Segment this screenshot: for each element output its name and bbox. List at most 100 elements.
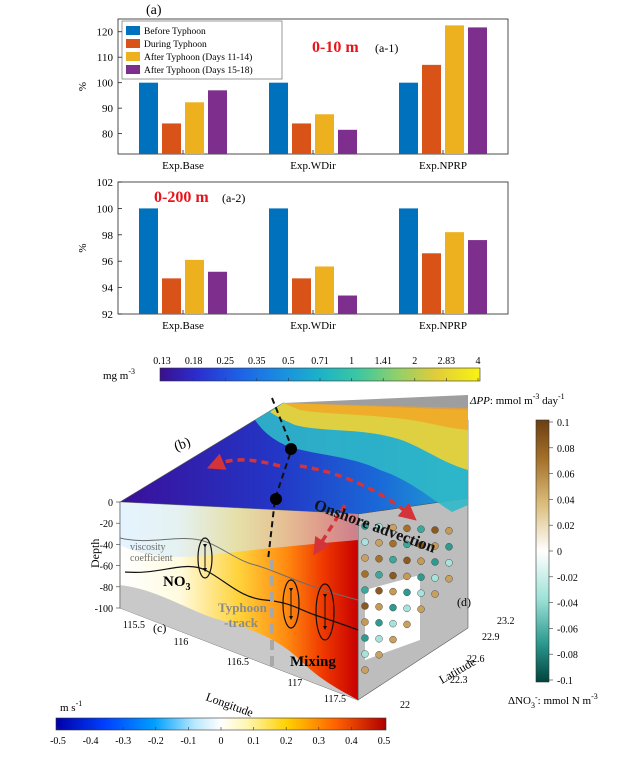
colorbar-tick-label: 0 <box>219 736 224 747</box>
station-dot <box>361 554 369 562</box>
longitude-tick-label: 117.5 <box>324 694 346 705</box>
no3-colorbar-label: ΔNO3-: mmol N m-3 <box>508 692 598 710</box>
x-tick-label: Exp.Base <box>162 160 204 172</box>
bar-chart-a1: 80 90 100 110 120% Exp.Base Exp.WDir Exp.NPRP 0-… <box>77 18 509 172</box>
station-dot <box>389 587 397 596</box>
station-dot <box>361 618 369 626</box>
latitude-tick-label: 22 <box>400 700 410 711</box>
legend-entry: During Typhoon <box>144 40 207 50</box>
latitude-tick-label: 22.9 <box>482 632 500 643</box>
colorbar-tick-label: 0.25 <box>216 356 234 367</box>
station-dot <box>403 540 411 549</box>
bar <box>315 114 334 154</box>
colorbar-tick-label: 1 <box>349 356 354 367</box>
y-tick-label: 110 <box>97 52 114 64</box>
station-dot <box>431 590 439 598</box>
subpanel-label: (a-2) <box>222 191 245 205</box>
colorbar-tick-label: 0.35 <box>248 356 266 367</box>
latitude-tick-label: 23.2 <box>497 616 515 627</box>
pp-colorbar: 0.1 0.08 0.06 0.04 0.02 0 -0.02 -0.04 -0.06 -0.08… <box>469 392 598 710</box>
station-dot <box>389 603 397 612</box>
legend-entry: Before Typhoon <box>144 26 206 37</box>
longitude-tick-label: 115.5 <box>123 620 145 631</box>
x-tick-label: Exp.WDir <box>290 320 336 332</box>
x-tick-label: Exp.Base <box>162 320 204 332</box>
station-dot <box>389 555 397 564</box>
velocity-unit: m s-1 <box>60 699 82 714</box>
legend-swatch <box>126 39 140 48</box>
chlorophyll-unit: mg m-3 <box>103 367 135 382</box>
colorbar-tick-label: 0.02 <box>557 521 575 532</box>
station-dot <box>375 603 383 611</box>
typhoon-track-label-1: Typhoon <box>218 600 268 615</box>
y-tick-label: 100 <box>97 78 114 90</box>
station-dot <box>445 543 453 551</box>
legend-swatch <box>126 26 140 35</box>
colorbar-tick-label: -0.04 <box>557 599 578 610</box>
station-dot <box>431 558 439 566</box>
panel-a-label: (a) <box>146 3 162 18</box>
latitude-tick-label: 22.6 <box>467 654 485 665</box>
advection-arrow-west <box>206 453 281 470</box>
station-dot <box>375 619 383 627</box>
mixing-eddy-2 <box>282 579 300 629</box>
viscosity-label-2: coefficient <box>130 553 173 564</box>
mixing-eddy-1 <box>197 537 213 579</box>
colorbar-tick-label: 0.1 <box>557 418 570 429</box>
station-dot <box>375 587 383 595</box>
station-dot <box>431 574 439 582</box>
colorbar-tick-label: -0.06 <box>557 624 578 635</box>
depth-tick-label: -60 <box>100 562 113 573</box>
panel-b-label: (b) <box>172 435 193 455</box>
bar <box>269 82 288 154</box>
bar <box>468 240 487 314</box>
viscosity-label-1: viscosity <box>130 542 166 553</box>
depth-tick-label: 0 <box>108 498 113 509</box>
station-dot <box>445 527 453 535</box>
colorbar-tick-label: 0.2 <box>280 736 293 747</box>
colorbar-tick-label: 0.5 <box>282 356 295 367</box>
bar <box>445 25 464 155</box>
legend-swatch <box>126 65 140 74</box>
bar <box>139 208 158 314</box>
viscosity-contour <box>119 537 359 601</box>
legend-swatch <box>126 52 140 61</box>
station-dot <box>417 605 425 613</box>
colorbar-tick-label: -0.2 <box>148 736 164 747</box>
colorbar-tick-label: -0.08 <box>557 650 578 661</box>
station-dot <box>389 571 397 580</box>
velocity-colorbar: -0.5 -0.4 -0.3 -0.2 -0.1 0 0.1 0.2 0.3 0.4 0.5 m s… <box>50 699 390 747</box>
y-axis-label: % <box>77 82 89 91</box>
bar <box>162 278 181 314</box>
colorbar-tick-label: -0.02 <box>557 573 578 584</box>
depth-label: Depth <box>88 539 102 568</box>
bar <box>338 295 357 314</box>
typhoon-track-label-2: -track <box>224 615 259 630</box>
panel-c-label: (c) <box>153 621 166 635</box>
depth-range-label: 0-10 m <box>312 39 359 56</box>
y-tick-label: 92 <box>102 309 113 321</box>
station-dot <box>375 523 383 531</box>
station-dot <box>431 542 439 550</box>
colorbar-tick-label: 0 <box>557 547 562 558</box>
colorbar-tick-label: -0.1 <box>557 676 573 687</box>
chlorophyll-colorbar: 0.13 0.18 0.25 0.35 0.5 0.71 1 1.41 2 2.83 4 mg m-… <box>103 356 481 382</box>
y-tick-label: 80 <box>102 129 114 141</box>
y-tick-label: 94 <box>102 283 114 295</box>
typhoon-track-line <box>267 397 294 561</box>
colorbar-tick-label: 0.08 <box>557 444 575 455</box>
onshore-arrow <box>313 504 347 556</box>
station-dot <box>417 525 425 533</box>
station-dot <box>431 526 439 534</box>
depth-range-label: 0-200 m <box>154 189 209 206</box>
station-dot <box>403 620 411 629</box>
colorbar-tick-label: 4 <box>476 356 481 367</box>
colorbar-tick-label: 0.71 <box>311 356 329 367</box>
colorbar-tick-label: 0.1 <box>247 736 260 747</box>
station-dot <box>389 635 397 644</box>
station-dot <box>375 539 383 547</box>
station-dot <box>403 572 411 581</box>
station-dot <box>361 602 369 610</box>
station-dot <box>375 651 383 659</box>
